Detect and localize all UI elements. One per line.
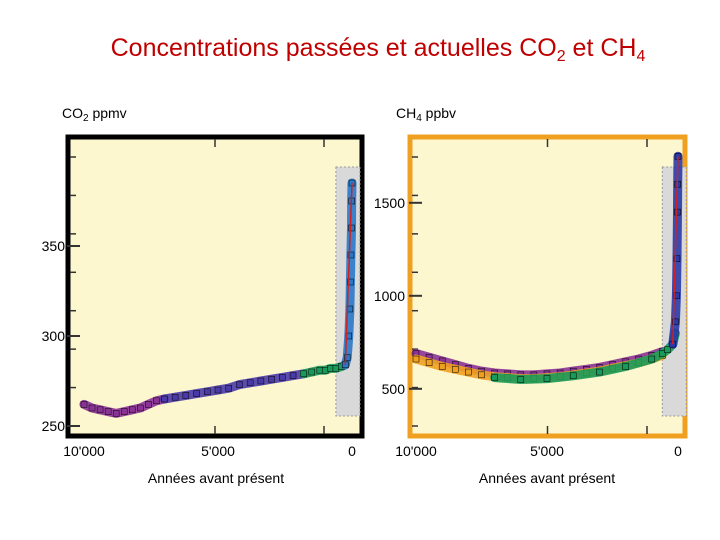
data-point xyxy=(347,278,354,286)
data-point xyxy=(543,375,551,382)
data-point xyxy=(425,359,433,367)
data-point xyxy=(161,395,168,403)
y-tick-label: 250 xyxy=(42,418,66,434)
y-tick-label: 300 xyxy=(42,328,66,344)
data-point xyxy=(491,374,498,381)
data-point xyxy=(80,401,88,408)
data-point xyxy=(348,224,355,232)
data-point xyxy=(153,397,160,405)
data-point xyxy=(214,386,222,394)
data-point xyxy=(438,363,446,370)
x-axis-title: Années avant présent xyxy=(479,470,615,486)
data-point xyxy=(517,376,525,383)
instrumental-record-line xyxy=(344,182,353,365)
data-point xyxy=(182,392,190,399)
y-tick-label: 1500 xyxy=(374,195,405,211)
data-point xyxy=(316,366,324,374)
data-point xyxy=(112,410,120,417)
data-point xyxy=(674,208,681,216)
data-point xyxy=(465,368,472,376)
chart-title: Concentrations passées et actuelles CO2 … xyxy=(110,34,646,65)
data-point xyxy=(452,366,459,373)
x-tick-label: 10'000 xyxy=(63,443,105,459)
instrumental-record-line xyxy=(672,156,679,345)
data-point xyxy=(236,381,243,388)
data-point xyxy=(96,406,104,414)
data-point xyxy=(104,408,112,415)
data-point xyxy=(193,390,200,397)
data-point xyxy=(225,384,232,392)
data-point xyxy=(137,404,144,412)
x-tick-label: 10'000 xyxy=(395,443,437,459)
data-point xyxy=(120,408,128,415)
data-point xyxy=(327,365,334,372)
x-tick-label: 5'000 xyxy=(530,443,564,459)
data-point xyxy=(257,377,265,385)
data-point xyxy=(332,365,340,372)
ch4-y-axis-label: CH4 ppbv xyxy=(396,105,457,124)
y-tick-label: 350 xyxy=(42,238,66,254)
data-point xyxy=(569,372,577,380)
chart-frame xyxy=(407,134,688,439)
data-point xyxy=(343,354,351,361)
data-point xyxy=(648,355,656,363)
y-tick-label: 500 xyxy=(382,381,406,397)
data-point xyxy=(596,368,603,376)
data-point xyxy=(171,393,179,401)
x-axis-title: Années avant présent xyxy=(148,470,284,486)
data-point xyxy=(88,404,96,412)
data-point xyxy=(673,255,681,262)
data-point xyxy=(659,350,666,357)
data-point xyxy=(672,318,679,326)
data-point xyxy=(321,366,329,374)
data-point xyxy=(308,368,316,376)
data-point xyxy=(246,379,254,387)
data-point xyxy=(128,406,136,414)
data-point xyxy=(664,346,671,353)
data-point xyxy=(347,251,355,259)
data-point xyxy=(268,375,275,383)
y-tick-label: 1000 xyxy=(374,288,405,304)
data-point xyxy=(279,374,286,381)
x-tick-label: 5'000 xyxy=(201,443,235,459)
data-point xyxy=(478,371,485,379)
data-point xyxy=(300,370,308,378)
x-tick-label: 0 xyxy=(674,443,682,459)
data-point xyxy=(145,401,152,408)
x-tick-label: 0 xyxy=(348,443,356,459)
co2-y-axis-label: CO2 ppmv xyxy=(62,105,127,124)
data-point xyxy=(412,355,420,363)
data-point xyxy=(204,388,211,396)
data-point xyxy=(622,363,629,370)
data-point xyxy=(289,372,297,379)
